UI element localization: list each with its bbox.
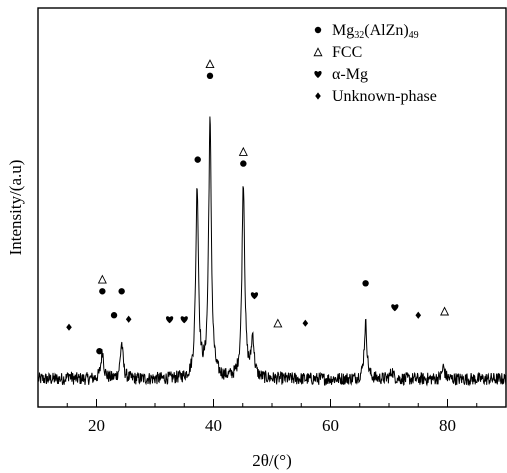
circle-phase-marker: [194, 156, 201, 163]
heart-phase-marker: [180, 316, 188, 324]
heart-phase-marker: [166, 316, 174, 324]
heart-legend-icon: [314, 71, 322, 78]
tick-layer: 20 40 60 80: [37, 399, 507, 435]
triangle-phase-marker: [97, 274, 107, 284]
legend-label: Unknown-phase: [332, 88, 437, 105]
circle-phase-marker: [110, 312, 118, 319]
heart-phase-marker: [391, 304, 399, 312]
triangle-legend-icon: [313, 47, 323, 57]
diamond-phase-marker: [66, 323, 72, 331]
x-tick-label: 80: [439, 416, 456, 435]
diamond-phase-marker: [415, 311, 422, 319]
x-tick-label: 40: [205, 416, 222, 435]
triangle-phase-marker: [440, 306, 450, 316]
diamond-phase-marker: [125, 315, 132, 323]
circle-phase-marker: [362, 280, 369, 287]
legend-label: α-Mg: [332, 66, 368, 83]
plot-frame: [37, 7, 507, 408]
circle-legend-icon: [314, 26, 322, 34]
circle-phase-marker: [240, 160, 247, 167]
circle-phase-marker: [99, 288, 106, 295]
circle-phase-marker: [206, 72, 214, 80]
diamond-phase-marker: [302, 319, 309, 327]
legend-label: Mg32(AlZn)49: [332, 22, 419, 41]
x-tick-label: 60: [322, 416, 339, 435]
circle-phase-marker: [118, 288, 125, 295]
heart-phase-marker: [250, 292, 259, 300]
marker-layer: [66, 59, 450, 355]
legend: Mg32(AlZn)49 FCC α-Mg Unknown-phase: [313, 22, 437, 105]
x-tick-label: 20: [88, 416, 105, 435]
triangle-phase-marker: [273, 318, 283, 328]
triangle-phase-marker: [205, 59, 215, 69]
triangle-phase-marker: [238, 146, 248, 156]
circle-phase-marker: [96, 347, 103, 355]
series-layer: [37, 116, 507, 387]
xrd-pattern-line: [37, 116, 507, 387]
legend-label: FCC: [332, 44, 362, 61]
x-axis-label: 2θ/(°): [252, 451, 292, 470]
y-axis-label: Intensity/(a.u): [6, 160, 25, 256]
diamond-legend-icon: [315, 92, 321, 100]
